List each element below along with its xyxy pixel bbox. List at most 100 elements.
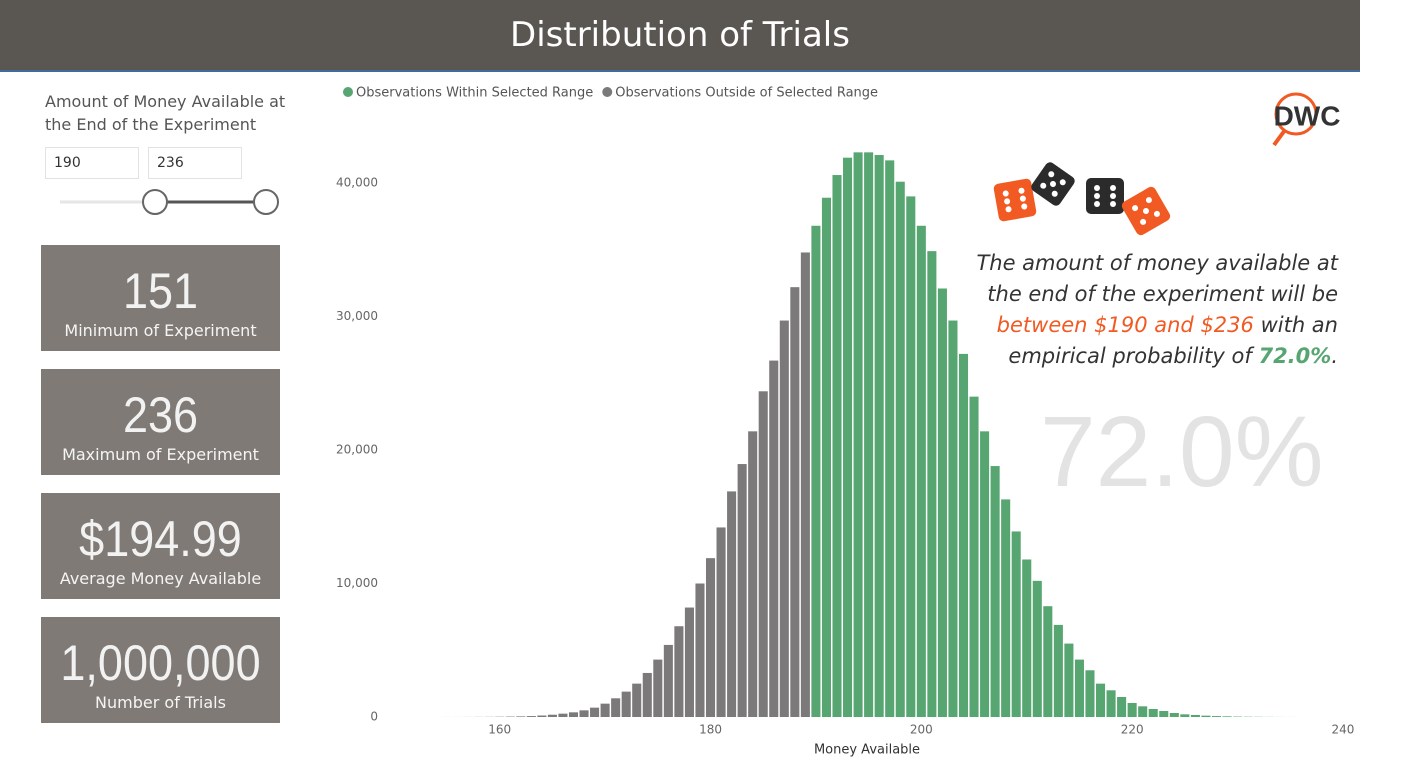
bar — [895, 181, 905, 718]
y-tick-label: 30,000 — [336, 309, 378, 323]
bar — [568, 712, 579, 717]
bar — [748, 431, 758, 717]
y-tick-label: 20,000 — [336, 443, 378, 457]
x-tick-label: 200 — [910, 723, 933, 737]
bar — [516, 716, 526, 717]
range-slider[interactable] — [0, 180, 300, 225]
card: 151 Minimum of Experiment — [41, 245, 280, 351]
bar — [1043, 606, 1053, 717]
bar — [800, 252, 810, 718]
legend-label: Observations Within Selected Range — [356, 86, 593, 101]
bar — [1180, 714, 1190, 717]
bar — [969, 396, 979, 717]
card: 236 Maximum of Experiment — [41, 369, 280, 475]
bar — [1211, 716, 1222, 717]
bar — [1074, 659, 1084, 717]
bar — [958, 353, 969, 717]
card-value: $194.99 — [79, 511, 242, 567]
narrative-text: with an empirical probability of — [1008, 313, 1338, 368]
bar — [885, 160, 895, 717]
bar — [600, 703, 610, 717]
bar — [1011, 531, 1021, 717]
legend-swatch — [602, 87, 613, 97]
bar — [769, 360, 779, 717]
bar — [758, 391, 768, 717]
bar — [695, 583, 705, 717]
bar — [927, 251, 937, 717]
bar — [1064, 643, 1074, 717]
bar — [653, 659, 663, 717]
bar — [558, 713, 568, 717]
y-tick-label: 0 — [370, 710, 378, 724]
slider-thumb[interactable] — [142, 189, 168, 215]
bar — [990, 466, 1000, 717]
bar — [790, 287, 800, 717]
slicer-label: Amount of Money Available at the End of … — [45, 92, 286, 134]
bar — [1159, 710, 1169, 717]
narrative-text: The amount of money available at the end… — [976, 251, 1338, 306]
bar — [642, 672, 652, 717]
card: $194.99 Average Money Available — [41, 493, 280, 599]
card-label: Average Money Available — [59, 569, 262, 588]
bar — [853, 152, 863, 718]
bar — [821, 197, 831, 718]
range-from-input[interactable]: 190 — [45, 147, 139, 179]
card-label: Number of Trials — [95, 693, 226, 712]
bar — [632, 683, 642, 717]
bar — [1117, 696, 1127, 717]
bar — [621, 691, 631, 717]
card: 1,000,000 Number of Trials — [41, 617, 280, 723]
bar — [1085, 670, 1095, 717]
bar — [1190, 714, 1200, 717]
range-to-input[interactable]: 236 — [148, 147, 242, 179]
card-value: 236 — [122, 387, 199, 443]
bar — [1022, 559, 1032, 717]
y-tick-label: 40,000 — [336, 176, 378, 190]
bar — [1001, 499, 1011, 717]
big-probability: 72.0% — [1040, 396, 1324, 508]
bar — [832, 175, 842, 717]
bar — [906, 196, 916, 717]
bar — [779, 320, 789, 717]
x-axis-label: Money Available — [814, 743, 920, 758]
bar — [937, 288, 947, 717]
narrative-range: between $190 and $236 — [996, 313, 1254, 337]
card-value: 1,000,000 — [60, 635, 261, 691]
bar — [843, 157, 853, 717]
bar — [727, 491, 737, 717]
narrative: The amount of money available at the end… — [960, 248, 1338, 372]
bar — [1148, 708, 1158, 717]
bar — [579, 710, 589, 717]
card-value: 151 — [122, 263, 199, 319]
bar — [716, 527, 726, 717]
bar — [811, 225, 821, 717]
legend-swatch — [343, 87, 353, 97]
bar — [663, 644, 673, 717]
bar — [1032, 580, 1042, 717]
bar — [980, 431, 990, 717]
bar — [684, 607, 694, 717]
bar — [1106, 690, 1116, 717]
bar — [1127, 702, 1137, 717]
legend-label: Observations Outside of Selected Range — [615, 86, 878, 101]
bar — [1169, 712, 1179, 717]
bar — [737, 464, 747, 717]
logo: DWC — [1272, 92, 1340, 147]
narrative-probability: 72.0% — [1258, 344, 1332, 368]
slider-thumb[interactable] — [253, 189, 279, 215]
bar — [705, 558, 716, 717]
bar — [590, 707, 600, 717]
bar — [874, 155, 884, 718]
card-label: Minimum of Experiment — [64, 321, 257, 340]
bar — [1201, 715, 1211, 717]
header-title: Distribution of Trials — [0, 0, 1360, 72]
card-label: Maximum of Experiment — [62, 445, 259, 464]
bar — [1095, 683, 1106, 717]
bar — [611, 698, 621, 717]
bar — [916, 225, 926, 717]
bar — [547, 714, 557, 717]
x-tick-label: 180 — [699, 723, 722, 737]
bar — [674, 626, 684, 717]
